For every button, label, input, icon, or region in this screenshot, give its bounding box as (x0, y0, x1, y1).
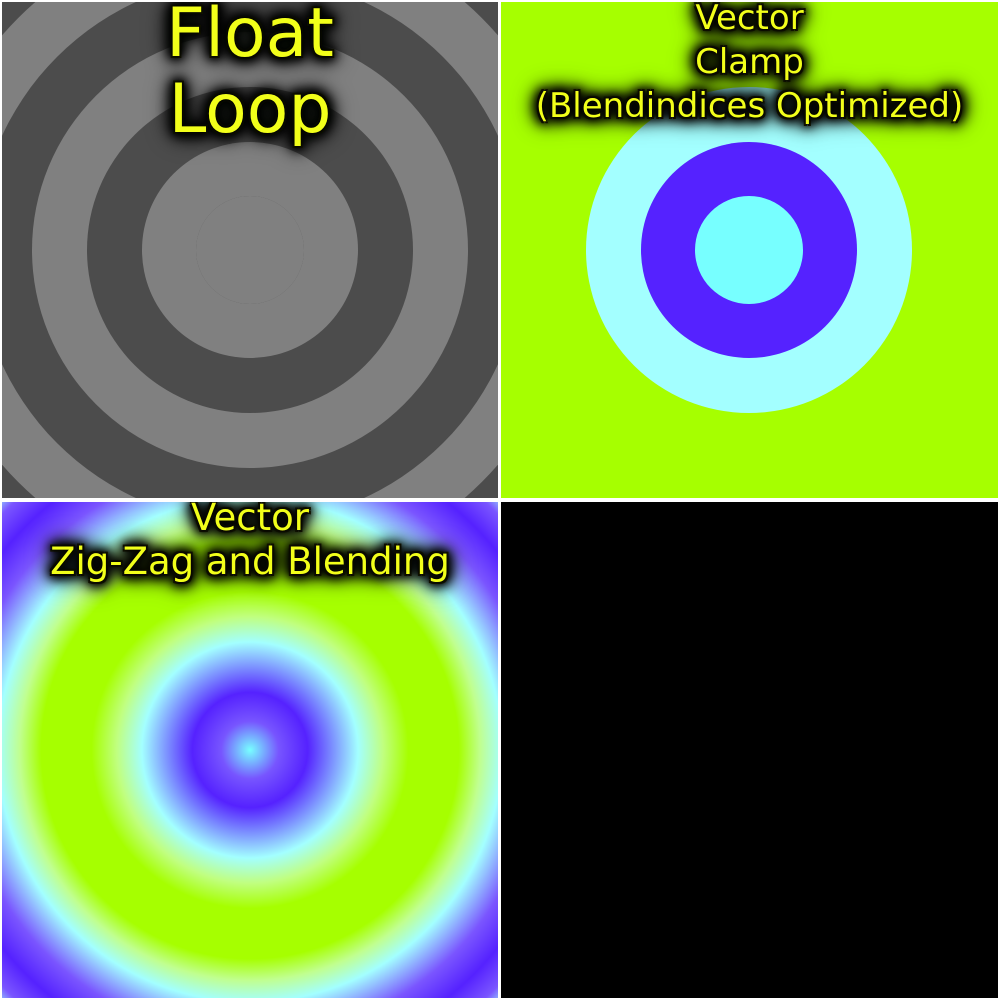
vector-zigzag-panel: Vector Zig-Zag and Blending (2, 502, 498, 998)
vector-zigzag-caption: Vector Zig-Zag and Blending (2, 502, 498, 584)
caption-line: Zig-Zag and Blending (50, 540, 450, 583)
caption-line: Float (166, 2, 334, 73)
caption-line: Loop (168, 70, 332, 149)
caption-line: Vector (695, 2, 804, 38)
caption-line: Vector (191, 502, 309, 539)
vector-clamp-rings (501, 2, 998, 498)
vector-clamp-caption: Vector Clamp (Blendindices Optimized) (501, 2, 998, 128)
vector-clamp-panel: Vector Clamp (Blendindices Optimized) (501, 2, 998, 498)
float-loop-caption: Float Loop (2, 2, 498, 148)
vector-zigzag-gradient (2, 502, 498, 998)
caption-line: (Blendindices Optimized) (535, 86, 964, 126)
float-loop-panel: Float Loop (2, 2, 498, 498)
caption-line: Clamp (695, 42, 804, 82)
empty-black-panel (501, 502, 998, 998)
float-loop-rings (2, 2, 498, 498)
